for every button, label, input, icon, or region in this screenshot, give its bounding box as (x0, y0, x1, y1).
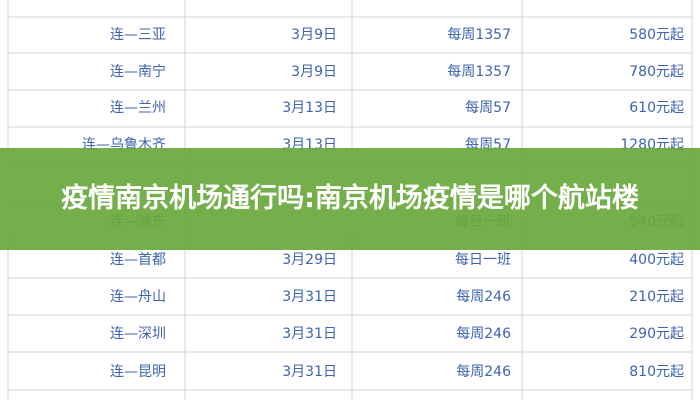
price-cell: 780元起 (629, 64, 684, 80)
date-cell: 3月13日 (282, 100, 337, 116)
banner: 疫情南京机场通行吗:南京机场疫情是哪个航站楼 (0, 148, 700, 250)
frequency-cell: 每周1357 (447, 27, 511, 43)
price-cell: 610元起 (629, 100, 684, 116)
frequency-cell: 每周246 (456, 326, 511, 342)
route-cell: 连—舟山 (110, 289, 166, 305)
date-cell: 3月9日 (291, 64, 337, 80)
price-cell: 580元起 (629, 27, 684, 43)
route-cell: 连—南宁 (110, 63, 166, 80)
route-cell: 连—兰州 (110, 100, 166, 116)
price-cell: 210元起 (629, 289, 684, 305)
frequency-cell: 每周57 (465, 100, 511, 116)
route-cell: 连—昆明 (110, 364, 166, 380)
date-cell: 3月31日 (282, 326, 337, 342)
price-cell: 400元起 (629, 252, 684, 268)
price-cell: 290元起 (629, 326, 684, 342)
date-cell: 3月29日 (282, 252, 337, 268)
price-cell: 810元起 (629, 364, 684, 380)
route-cell: 连—深圳 (110, 326, 166, 342)
frequency-cell: 每周1357 (447, 64, 511, 80)
banner-title: 疫情南京机场通行吗:南京机场疫情是哪个航站楼 (61, 183, 639, 214)
date-cell: 3月31日 (282, 364, 337, 380)
date-cell: 3月9日 (291, 27, 337, 43)
date-cell: 3月31日 (282, 289, 337, 305)
frequency-cell: 每周246 (456, 289, 511, 305)
route-cell: 连—首都 (110, 252, 166, 268)
frequency-cell: 每日一班 (455, 252, 511, 268)
frequency-cell: 每周246 (456, 364, 511, 380)
route-cell: 连—三亚 (110, 27, 166, 43)
